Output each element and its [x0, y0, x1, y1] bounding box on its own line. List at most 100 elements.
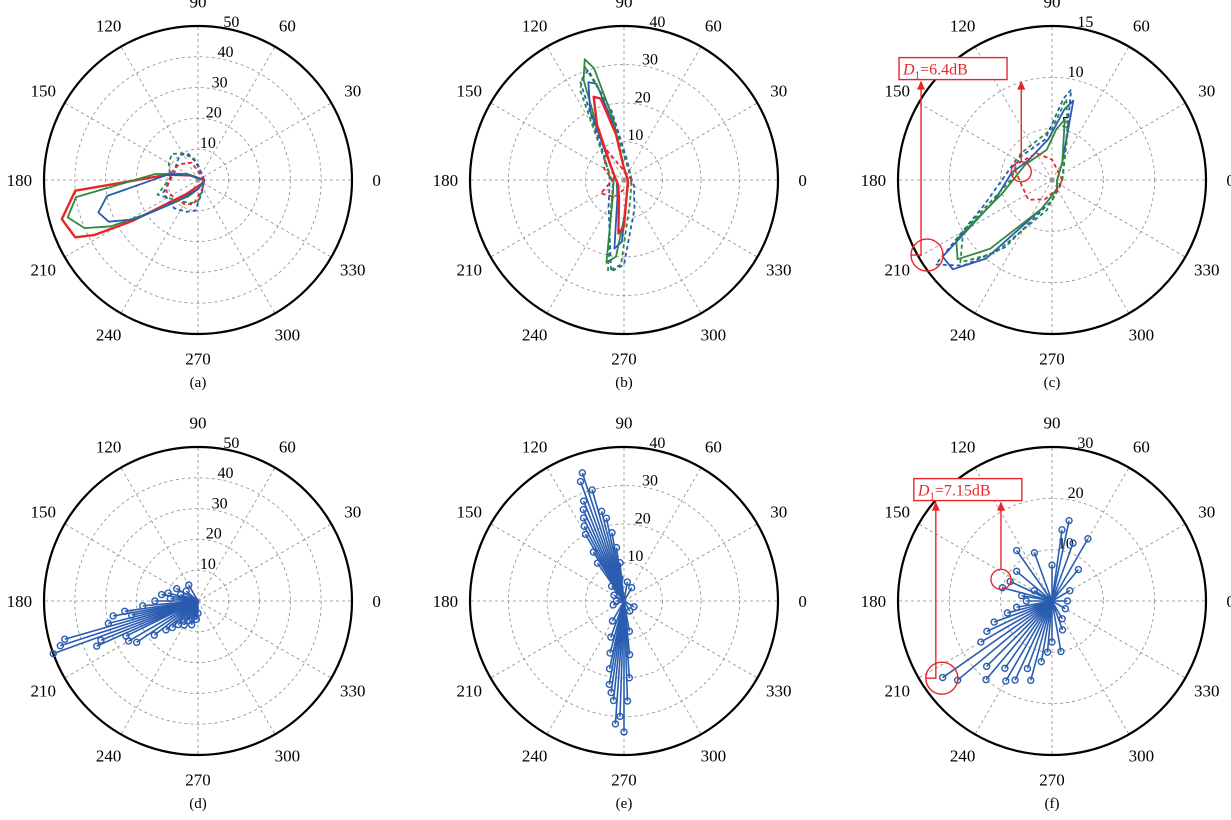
- annotation-arrow: [925, 502, 937, 679]
- data-stem: [1021, 594, 1053, 602]
- data-stem: [1051, 600, 1064, 631]
- data-stem: [619, 578, 625, 602]
- data-point: [579, 497, 588, 505]
- angle-tick-label: 90: [616, 413, 633, 432]
- angle-tick-label: 270: [185, 771, 211, 790]
- data-stem: [128, 600, 199, 642]
- grid-spoke: [918, 102, 1053, 181]
- grid-spoke: [1051, 600, 1186, 679]
- data-point: [93, 642, 101, 650]
- grid-spoke: [197, 179, 276, 314]
- data-point: [982, 662, 991, 671]
- angle-tick-label: 150: [31, 503, 57, 522]
- radial-tick-label: 30: [1077, 435, 1093, 452]
- data-stem: [612, 600, 625, 606]
- data-series-line: [165, 161, 206, 206]
- angle-tick-label: 180: [433, 592, 459, 611]
- data-stem: [1014, 600, 1053, 681]
- data-stem: [125, 600, 199, 637]
- grid-spoke: [490, 600, 625, 679]
- data-point: [168, 623, 177, 632]
- data-point: [588, 486, 596, 494]
- data-series-line: [955, 118, 1066, 261]
- grid-spoke: [623, 46, 702, 181]
- data-point: [630, 603, 638, 611]
- annotation-box: [898, 56, 1008, 81]
- grid-spoke: [197, 467, 276, 602]
- data-point: [576, 477, 585, 486]
- data-series-line: [1012, 152, 1064, 201]
- grid-circle: [74, 56, 322, 304]
- data-point: [194, 609, 202, 618]
- angle-tick-label: 240: [522, 747, 548, 766]
- data-stem: [613, 594, 625, 602]
- data-stem: [1051, 542, 1074, 602]
- annotation-label-value: =7.15dB: [935, 483, 991, 500]
- angle-tick-label: 0: [798, 171, 807, 190]
- data-stem: [1026, 600, 1053, 669]
- annotation-label: D1=7.15dB: [917, 483, 991, 503]
- data-point: [1058, 626, 1067, 634]
- angle-tick-label: 240: [522, 326, 548, 345]
- data-point: [1066, 587, 1074, 595]
- annotation-arrow: [911, 81, 922, 256]
- radial-tick-label: 10: [627, 548, 643, 565]
- radial-tick-label: 10: [200, 556, 216, 573]
- data-stem: [986, 600, 1053, 633]
- data-point: [625, 650, 634, 659]
- grid-spoke: [1051, 179, 1130, 314]
- angle-tick-label: 210: [457, 260, 483, 279]
- data-point: [1030, 549, 1039, 557]
- data-point: [1017, 591, 1026, 600]
- radial-tick-label: 15: [1077, 14, 1093, 31]
- data-point: [616, 574, 624, 582]
- data-point: [1074, 565, 1083, 574]
- data-point: [938, 673, 947, 682]
- angle-tick-label: 0: [1226, 592, 1231, 611]
- grid-spoke: [197, 600, 276, 735]
- angle-tick-label: 150: [885, 82, 911, 101]
- data-point: [628, 583, 636, 592]
- angle-tick-label: 270: [1039, 771, 1065, 790]
- angle-tick-label: 60: [1133, 16, 1150, 35]
- angle-tick-label: 330: [766, 260, 792, 279]
- data-point: [1048, 561, 1056, 569]
- angle-tick-label: 330: [1194, 260, 1220, 279]
- data-series-line: [959, 98, 1069, 264]
- data-stem: [1051, 538, 1089, 602]
- radial-tick-label: 40: [649, 435, 665, 452]
- panel-b: 0 30 60 90 120 150 180 210 240 270 300 330 10 20 30 40 (…: [433, 0, 807, 391]
- angle-tick-label: 180: [433, 171, 459, 190]
- angle-tick-label: 330: [1194, 681, 1220, 700]
- polar-frame: [896, 445, 1208, 757]
- data-point: [589, 548, 598, 556]
- angle-tick-label: 180: [7, 171, 33, 190]
- angle-tick-label: 270: [611, 350, 637, 369]
- grid-spoke: [546, 179, 625, 314]
- radial-tick-label: 50: [223, 435, 239, 452]
- panel-caption: (f): [1045, 796, 1060, 812]
- data-stem: [1009, 580, 1053, 602]
- data-point: [580, 522, 588, 530]
- grid-spoke: [623, 179, 702, 314]
- angle-tick-label: 90: [190, 0, 207, 11]
- grid-spoke: [623, 102, 758, 181]
- data-point: [578, 469, 587, 477]
- radial-tick-label: 40: [218, 465, 234, 482]
- data-stem: [1004, 600, 1053, 669]
- radial-tick-label: 30: [642, 473, 658, 490]
- data-point: [1012, 546, 1021, 555]
- data-stem: [1051, 569, 1080, 602]
- data-point: [579, 514, 588, 522]
- radial-tick-label: 20: [635, 89, 651, 106]
- angle-tick-label: 120: [96, 437, 122, 456]
- angle-tick-label: 330: [340, 260, 366, 279]
- angle-tick-label: 180: [7, 592, 33, 611]
- angle-tick-label: 300: [275, 747, 301, 766]
- angle-tick-label: 150: [457, 503, 483, 522]
- data-point: [1065, 516, 1073, 525]
- data-point: [607, 582, 616, 590]
- angle-tick-label: 120: [950, 16, 976, 35]
- panel-caption: (d): [189, 796, 207, 812]
- grid-spoke: [623, 600, 758, 679]
